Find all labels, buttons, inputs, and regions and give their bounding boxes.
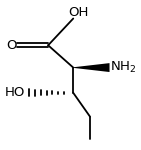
Text: NH$_2$: NH$_2$ — [110, 60, 137, 75]
Text: O: O — [7, 39, 17, 52]
Text: HO: HO — [5, 86, 25, 99]
Polygon shape — [73, 63, 110, 72]
Text: OH: OH — [69, 6, 89, 19]
